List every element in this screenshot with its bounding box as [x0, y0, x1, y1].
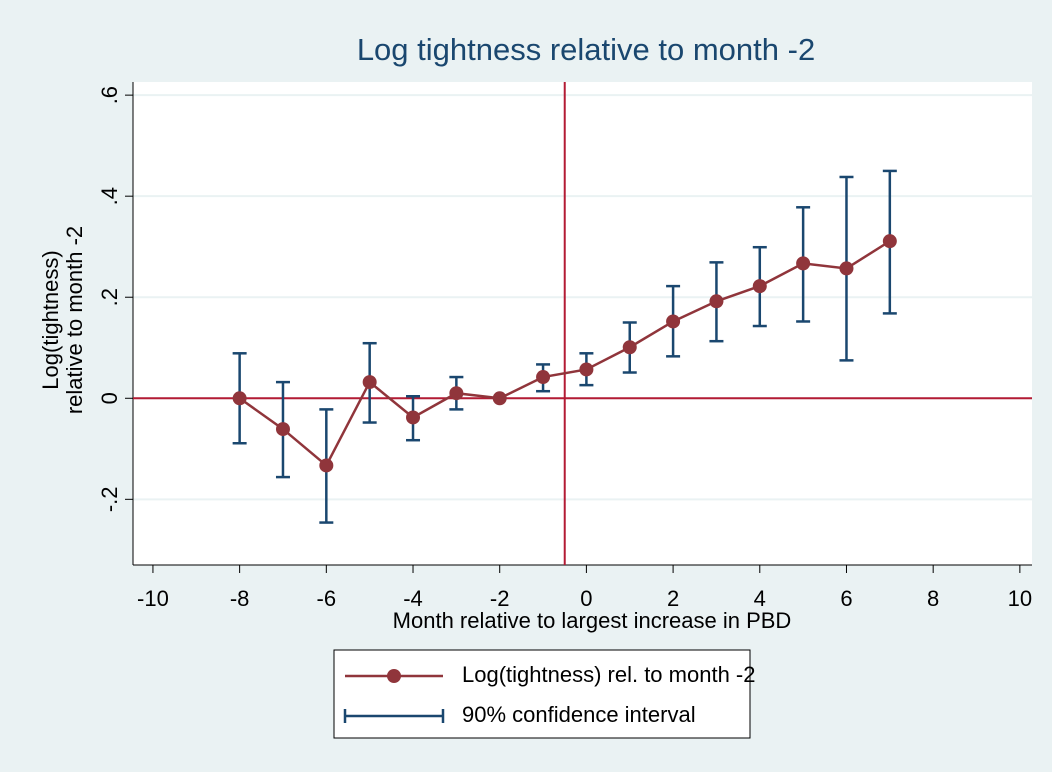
data-point: [579, 362, 594, 377]
data-point: [796, 256, 811, 271]
x-tick-label: 0: [580, 586, 592, 611]
data-point: [536, 370, 551, 385]
plot-area: [133, 82, 1032, 565]
y-tick-label: 0: [97, 392, 122, 404]
x-tick-label: -6: [317, 586, 337, 611]
data-point: [882, 234, 897, 249]
data-point: [362, 375, 377, 390]
legend: [333, 649, 751, 739]
legend-label: 90% confidence interval: [462, 702, 696, 727]
legend-key: [387, 669, 401, 683]
legend-label: Log(tightness) rel. to month -2: [462, 662, 755, 687]
chart-title: Log tightness relative to month -2: [357, 32, 815, 67]
x-tick-label: 4: [754, 586, 766, 611]
x-tick-label: -10: [137, 586, 169, 611]
data-point: [406, 410, 421, 425]
x-axis-title: Month relative to largest increase in PB…: [393, 608, 792, 633]
x-tick-label: 2: [667, 586, 679, 611]
data-point: [319, 458, 334, 473]
x-tick-label: -4: [403, 586, 423, 611]
data-point: [839, 261, 854, 276]
x-tick-label: 6: [840, 586, 852, 611]
data-point: [449, 386, 464, 401]
x-tick-label: 8: [927, 586, 939, 611]
data-point: [666, 314, 681, 329]
x-tick-label: -8: [230, 586, 250, 611]
x-tick-label: 10: [1008, 586, 1032, 611]
y-tick-label: .6: [97, 86, 122, 104]
y-tick-label: .2: [97, 288, 122, 306]
y-tick-label: .4: [97, 187, 122, 205]
data-point: [232, 391, 247, 406]
y-axis-title: relative to month -2: [62, 226, 87, 414]
data-point: [752, 279, 767, 294]
y-tick-label: -.2: [97, 486, 122, 512]
data-point: [275, 422, 290, 437]
data-point: [492, 391, 507, 406]
series-line: [238, 240, 891, 468]
y-axis-title: Log(tightness): [38, 250, 63, 389]
data-point: [709, 294, 724, 309]
data-point: [622, 340, 637, 355]
x-tick-label: -2: [490, 586, 510, 611]
